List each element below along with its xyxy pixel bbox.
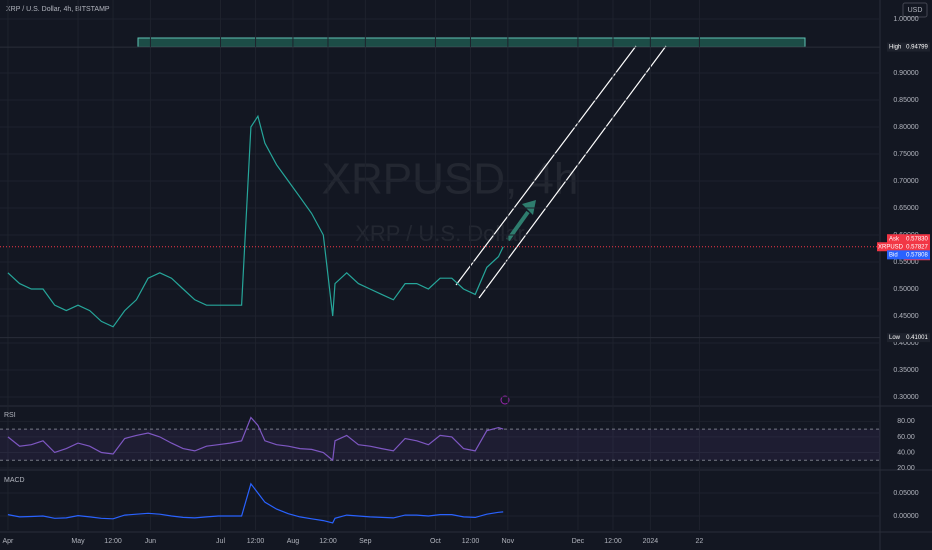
series-line <box>7 482 504 524</box>
series-line <box>7 416 504 462</box>
y-tick-label: 0.00000 <box>893 513 918 520</box>
price-label-name: Low <box>889 335 901 341</box>
x-tick-label: 12:00 <box>462 538 480 545</box>
price-label-value: 0.57830 <box>906 236 928 242</box>
y-tick-label: 60.00 <box>897 434 915 441</box>
y-tick-label: 0.85000 <box>893 97 918 104</box>
watermark: XRPUSD, 4h <box>322 155 579 204</box>
event-icon[interactable] <box>500 395 510 405</box>
x-tick-label: Sep <box>359 538 372 545</box>
y-tick-label: 0.50000 <box>893 286 918 293</box>
price-label-tag <box>877 242 904 252</box>
y-tick-label: 0.55000 <box>893 259 918 266</box>
price-label-tag <box>887 333 904 343</box>
arrow-head <box>522 200 536 215</box>
x-tick-label: Jul <box>216 538 225 545</box>
x-tick-label: Jun <box>145 538 156 545</box>
y-tick-label: 0.70000 <box>893 178 918 185</box>
price-label-box <box>904 42 930 52</box>
price-label-name: High <box>889 45 901 51</box>
price-label-box <box>904 333 930 343</box>
y-tick-label: 80.00 <box>897 418 915 425</box>
x-tick-label: 22 <box>696 538 704 545</box>
price-label-tag <box>887 42 904 52</box>
x-tick-label: Nov <box>502 538 515 545</box>
rsi-band <box>0 429 880 461</box>
price-label-tag <box>887 250 904 260</box>
price-label-name: XRPUSD <box>878 244 904 250</box>
y-tick-label: 0.35000 <box>893 367 918 374</box>
x-tick-label: Apr <box>2 538 14 545</box>
x-tick-label: May <box>71 538 85 545</box>
currency-label[interactable]: USD <box>908 7 923 14</box>
price-label-tag <box>887 234 904 244</box>
price-label-value: 0.57827 <box>906 244 928 250</box>
x-tick-label: 12:00 <box>319 538 337 545</box>
pane-title: RSI <box>4 412 16 419</box>
price-label-value: 0.57808 <box>906 252 928 258</box>
x-tick-label: Oct <box>430 538 441 545</box>
series-line <box>7 114 504 328</box>
price-label-value: 0.41001 <box>906 335 928 341</box>
watermark-sub: XRP / U.S. Dollar <box>355 221 525 246</box>
price-label-name: Ask <box>889 236 900 242</box>
pane-title: MACD <box>4 477 25 484</box>
price-label-value: 0.94799 <box>906 45 928 51</box>
price-label-name: Bid <box>889 252 898 258</box>
price-label-box <box>904 234 930 244</box>
y-tick-label: 0.65000 <box>893 205 918 212</box>
x-tick-label: 12:00 <box>604 538 622 545</box>
target-zone <box>137 37 806 48</box>
y-tick-label: 0.05000 <box>893 490 918 497</box>
y-tick-label: 0.30000 <box>893 394 918 401</box>
channel-line <box>478 45 667 299</box>
y-tick-label: 0.75000 <box>893 151 918 158</box>
x-tick-label: 12:00 <box>104 538 122 545</box>
y-tick-label: 1.00000 <box>893 16 918 23</box>
y-tick-label: 0.40000 <box>893 340 918 347</box>
x-tick-label: 12:00 <box>247 538 265 545</box>
y-tick-label: 20.00 <box>897 465 915 472</box>
y-tick-label: 40.00 <box>897 449 915 456</box>
y-tick-label: 0.80000 <box>893 124 918 131</box>
price-label-box <box>904 250 930 260</box>
y-tick-label: 0.90000 <box>893 70 918 77</box>
currency-button[interactable] <box>902 2 928 18</box>
symbol-title: XRP / U.S. Dollar, 4h, BITSTAMP <box>6 6 110 13</box>
y-tick-label: 0.45000 <box>893 313 918 320</box>
channel-line <box>455 45 637 286</box>
x-tick-label: Aug <box>287 538 300 545</box>
x-tick-label: Dec <box>572 538 585 545</box>
x-tick-label: 2024 <box>643 538 659 545</box>
